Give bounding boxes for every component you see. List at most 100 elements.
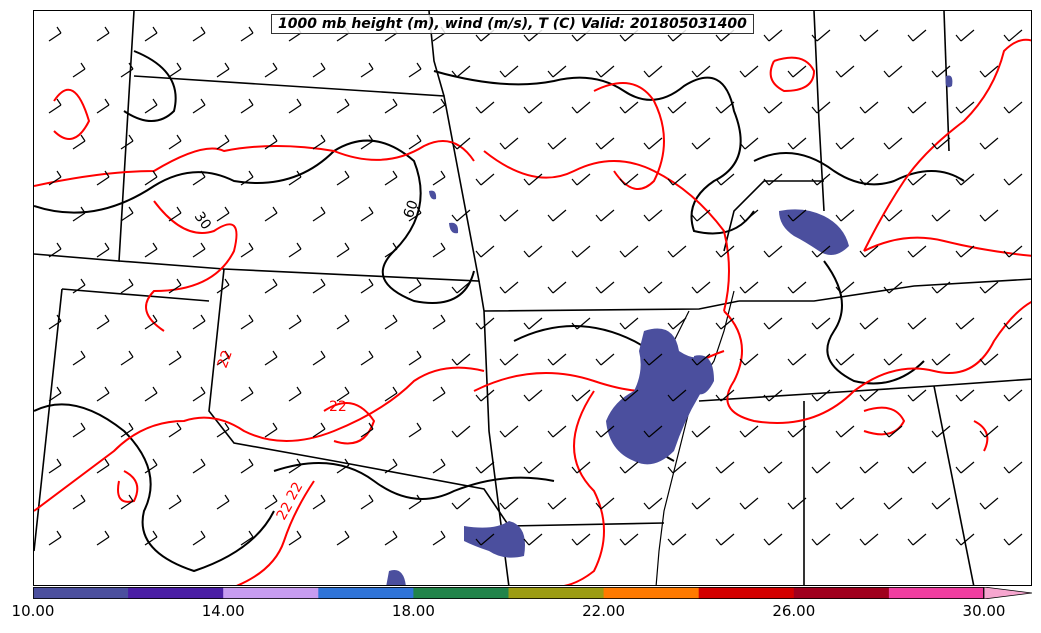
wind-barb: [168, 422, 182, 438]
wind-barb: [72, 494, 86, 510]
contour-labels: 30 60 22 22 22 22: [191, 198, 422, 523]
wind-barb: [360, 206, 374, 222]
wind-barb: [835, 281, 855, 294]
wind-barb: [907, 29, 927, 42]
border-line: [739, 278, 1031, 302]
wind-barb: [475, 245, 495, 258]
wind-barb: [955, 245, 975, 258]
wind-barb: [523, 101, 543, 114]
temperature-contour: [593, 82, 665, 190]
wind-barb: [955, 317, 975, 330]
wind-barb: [523, 173, 543, 186]
wind-barb: [907, 173, 927, 186]
wind-barb: [432, 386, 446, 402]
colorbar-tick-label: 30.00: [962, 602, 1006, 620]
wind-barb: [499, 137, 519, 150]
wind-barb: [144, 458, 158, 474]
wind-barb: [571, 461, 591, 474]
wind-barb: [499, 353, 519, 366]
wind-barb: [192, 170, 206, 186]
wind-barb: [288, 98, 302, 114]
wind-barb: [240, 530, 254, 546]
wind-barb: [312, 134, 326, 150]
wind-barb: [408, 494, 422, 510]
wind-barb: [336, 314, 350, 330]
wind-barb: [715, 101, 735, 114]
colorbar-tick-label: 10.00: [11, 602, 55, 620]
wind-barb: [547, 353, 567, 366]
wind-barb: [120, 350, 134, 366]
border-line: [61, 288, 210, 302]
wind-barb: [547, 137, 567, 150]
wind-barb: [571, 245, 591, 258]
wind-barb: [595, 497, 615, 510]
wind-barb: [72, 62, 86, 78]
wind-barb: [667, 101, 687, 114]
wind-barb: [264, 134, 278, 150]
border-line: [34, 288, 63, 552]
wind-barb: [451, 497, 471, 510]
wind-barb: [432, 170, 446, 186]
wind-barb: [48, 530, 62, 546]
wind-barb: [715, 389, 735, 402]
wind-barb: [48, 458, 62, 474]
wind-barb: [931, 281, 951, 294]
wind-barb: [811, 245, 831, 258]
wind-barb: [408, 350, 422, 366]
wind-barb: [835, 137, 855, 150]
wind-barb: [763, 101, 783, 114]
wind-barb: [475, 101, 495, 114]
wind-barb: [475, 389, 495, 402]
wind-barb: [168, 494, 182, 510]
wind-barb: [192, 386, 206, 402]
border-line: [483, 300, 740, 312]
colorbar-tick-label: 18.00: [391, 602, 435, 620]
temperature-contour: [117, 470, 139, 503]
wind-barb: [312, 62, 326, 78]
wind-barb: [835, 353, 855, 366]
wind-barb: [360, 134, 374, 150]
wind-barb: [384, 530, 398, 546]
wind-barb: [859, 389, 879, 402]
wind-barb: [384, 242, 398, 258]
wind-barb: [763, 317, 783, 330]
wind-barb: [523, 389, 543, 402]
wind-barb: [571, 317, 591, 330]
wind-barb: [1003, 29, 1023, 42]
wind-barb: [667, 389, 687, 402]
colorbar-tick-label: 22.00: [582, 602, 626, 620]
wind-barb: [96, 386, 110, 402]
wind-barb: [451, 425, 471, 438]
wind-barb: [96, 458, 110, 474]
wind-barb: [48, 170, 62, 186]
wind-barb: [667, 173, 687, 186]
wind-barb: [1003, 245, 1023, 258]
border-line: [508, 522, 665, 527]
wind-barb: [288, 458, 302, 474]
temperature-contour: [563, 390, 605, 585]
wind-barb: [499, 497, 519, 510]
wind-barb: [144, 98, 158, 114]
wind-barb: [144, 314, 158, 330]
wind-barb: [1003, 101, 1023, 114]
wind-barb: [859, 461, 879, 474]
wind-barb: [787, 65, 807, 78]
temperature-contour: [145, 200, 238, 332]
wind-barb: [931, 353, 951, 366]
wind-barb: [499, 425, 519, 438]
temperature-contour: [973, 420, 989, 452]
wind-barb: [595, 353, 615, 366]
wind-barb: [763, 389, 783, 402]
wind-barb: [312, 494, 326, 510]
border-line: [478, 280, 510, 585]
wind-barb: [979, 209, 999, 222]
wind-barb: [955, 29, 975, 42]
wind-barb: [787, 137, 807, 150]
wind-barb: [691, 137, 711, 150]
wind-barb: [451, 65, 471, 78]
wind-barb: [715, 245, 735, 258]
height-contour-label: 30: [191, 209, 214, 233]
wind-barb: [144, 26, 158, 42]
wind-barb: [336, 242, 350, 258]
wind-barb: [883, 65, 903, 78]
